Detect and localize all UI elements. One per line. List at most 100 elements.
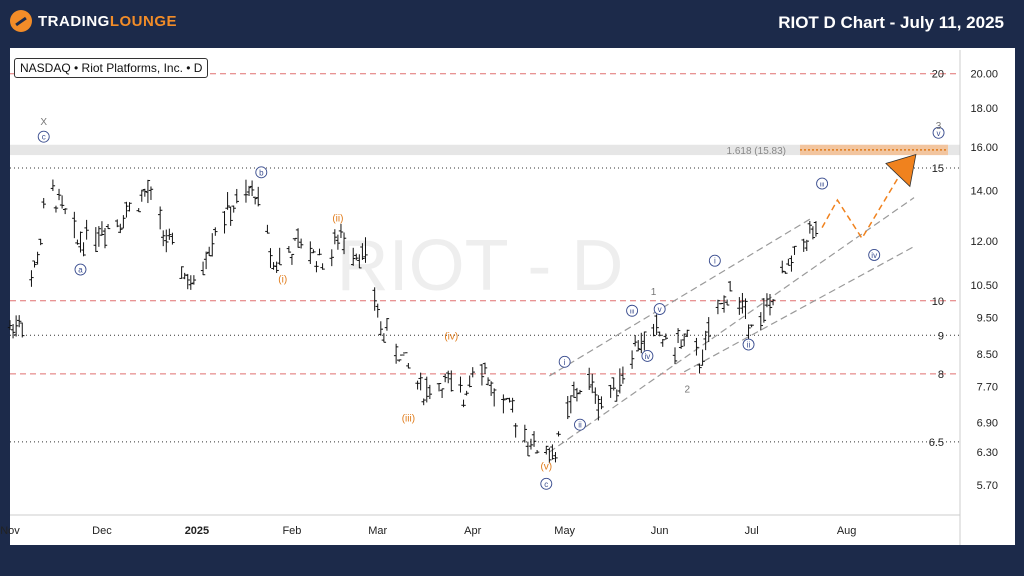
price-bar	[470, 367, 475, 378]
price-bar	[35, 251, 40, 265]
price-bar	[341, 232, 347, 255]
price-bar	[721, 295, 727, 313]
price-bar	[672, 347, 678, 365]
price-tick-label: 6.90	[977, 417, 998, 429]
price-bar	[727, 280, 733, 292]
price-bar	[32, 260, 37, 268]
price-bar	[783, 271, 788, 274]
price-bar	[96, 226, 102, 247]
price-bar	[243, 179, 249, 203]
wave-label: (iii)	[402, 414, 415, 425]
time-tick-label: Apr	[464, 525, 481, 537]
price-bar	[528, 438, 534, 450]
wave-label-circle	[932, 126, 945, 139]
price-bar	[651, 323, 656, 337]
price-bar	[485, 377, 491, 386]
wave-label-text: a	[78, 266, 83, 275]
price-bar	[84, 219, 89, 240]
price-bar	[681, 333, 687, 347]
price-bar	[354, 253, 359, 261]
price-bar	[252, 196, 258, 205]
time-tick-label: 2025	[185, 525, 209, 537]
wave-label-text: i	[564, 358, 566, 367]
price-bar	[115, 219, 120, 228]
price-bar	[182, 272, 187, 280]
chart-panel	[10, 48, 1015, 545]
wave-label-text: iii	[820, 182, 824, 189]
time-tick-label: Dec	[92, 525, 112, 537]
price-bar	[191, 275, 197, 285]
wave-label-text: ii	[747, 341, 751, 350]
price-bar	[329, 249, 334, 267]
price-bar	[810, 226, 816, 240]
price-bar	[482, 362, 488, 374]
price-bar	[298, 238, 304, 249]
fib-zone-band	[10, 144, 960, 156]
price-bar	[534, 449, 540, 454]
chart-watermark: RIOT - D	[337, 226, 624, 306]
projection-path	[821, 161, 909, 240]
price-tick-label: 14.00	[970, 186, 998, 198]
level-label: 15	[932, 163, 944, 175]
price-bar	[770, 299, 776, 306]
price-bar	[268, 248, 273, 268]
price-bar	[271, 262, 276, 270]
wave-label-text: v	[658, 305, 662, 314]
price-bar	[446, 370, 451, 384]
price-tick-label: 16.00	[970, 142, 998, 154]
wave-label: (iv)	[444, 331, 458, 342]
price-bar	[611, 377, 616, 391]
price-bar	[571, 381, 577, 398]
wave-label-text: i	[714, 257, 716, 266]
price-bar	[746, 324, 751, 339]
wave-label-text: c	[544, 480, 548, 489]
level-label: 8	[938, 369, 944, 381]
wave-label: 1	[651, 287, 657, 298]
price-bar	[553, 452, 558, 463]
price-bar	[121, 215, 126, 229]
price-bar	[813, 221, 819, 237]
price-bar	[807, 220, 813, 234]
time-tick-label: Nov	[0, 525, 20, 537]
wave-label-circle	[74, 263, 87, 276]
wave-label-circle	[558, 355, 571, 368]
price-bar	[372, 287, 377, 311]
price-bar	[378, 321, 384, 336]
price-bar	[596, 395, 601, 421]
wave-label: a	[74, 263, 87, 276]
price-bar	[360, 243, 365, 260]
price-bar	[225, 192, 230, 210]
price-bar	[381, 333, 387, 343]
price-bar	[415, 380, 420, 390]
price-bar	[145, 179, 151, 204]
price-bar	[62, 208, 68, 215]
wave-label: X	[40, 117, 47, 128]
time-tick-label: Jul	[745, 525, 759, 537]
price-bar	[531, 431, 537, 447]
price-bar	[406, 363, 411, 369]
level-label: 10	[932, 296, 944, 308]
price-tick-label: 7.70	[977, 381, 998, 393]
symbol-legend[interactable]: NASDAQ • Riot Platforms, Inc. • D	[14, 58, 209, 78]
price-bar	[29, 270, 34, 287]
price-bar	[170, 232, 175, 245]
price-bar	[393, 343, 399, 364]
wave-label-text: X	[40, 117, 47, 128]
price-bar	[56, 188, 62, 201]
price-bar	[660, 339, 665, 347]
price-bar	[786, 258, 791, 266]
price-bar	[203, 251, 209, 270]
wave-label: iv	[641, 349, 654, 362]
price-bar	[105, 224, 111, 230]
price-bar	[565, 396, 570, 420]
price-bar	[724, 299, 730, 306]
wave-label-circle	[653, 303, 666, 316]
price-bar	[289, 253, 295, 265]
channel-line	[683, 246, 915, 373]
price-bar	[522, 424, 528, 443]
price-bar	[780, 260, 785, 274]
price-bar	[210, 233, 215, 257]
fib-zone-label: 1.618 (15.83)	[727, 146, 787, 157]
wave-label: iii	[816, 177, 829, 190]
price-bar	[164, 229, 169, 253]
